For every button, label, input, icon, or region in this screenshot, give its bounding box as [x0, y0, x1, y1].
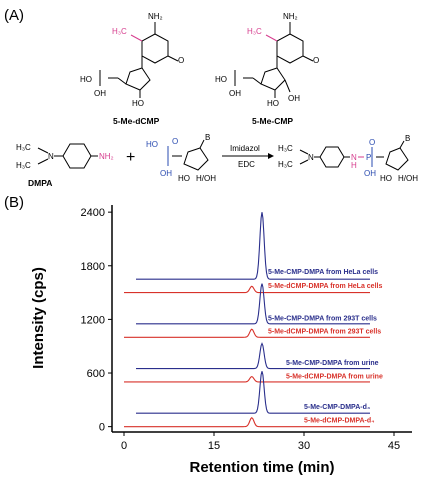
structure-nmp — [167, 139, 209, 171]
product-p-o: O — [369, 138, 375, 147]
nmp-ho: HO — [146, 140, 158, 149]
x-tick-label: 30 — [298, 440, 310, 452]
product-nh-h: H — [351, 161, 357, 170]
structure-5-me-cmp — [234, 22, 314, 98]
product-sugar-ho: HO — [380, 174, 392, 183]
dmpa-methyl-1: H₃C — [16, 143, 31, 152]
trace-label-8: 5-Me-dCMP-DMPA-d₄ — [304, 418, 374, 425]
structure-product — [299, 140, 409, 171]
y-tick-label: 0 — [99, 422, 105, 434]
product-n: N — [308, 153, 314, 162]
arrow-bottom-label: EDC — [238, 160, 255, 169]
methyl-label-1: H₃C — [112, 27, 127, 36]
plus-sign: + — [126, 149, 135, 166]
y-axis-title: Intensity (cps) — [30, 267, 47, 369]
x-axis-title: Retention time (min) — [190, 459, 335, 476]
reaction-arrowhead — [268, 153, 274, 159]
y-ticks: 0 600 1200 1800 2400 — [81, 207, 112, 434]
amine-label-1: NH₂ — [148, 12, 163, 21]
nmp-sugar-h-oh: H/OH — [196, 174, 216, 183]
trace-line-5 — [136, 342, 370, 370]
traces — [124, 212, 370, 428]
nmp-base: B — [205, 133, 210, 142]
trace-line-6 — [124, 375, 370, 383]
chromatogram-chart: 0 15 30 45 0 600 1200 1800 2400 5-Me-CMP-DMPA f… — [81, 205, 412, 452]
product-methyl-1: H₃C — [278, 144, 293, 153]
trace-labels: 5-Me-CMP-DMPA from HeLa cells 5-Me-dCMP-D… — [268, 269, 383, 425]
trace-line-7 — [136, 371, 370, 414]
trace-line-3 — [136, 283, 370, 325]
product-nh-n: N — [351, 153, 357, 162]
trace-label-1: 5-Me-CMP-DMPA from HeLa cells — [268, 269, 378, 276]
sugar-oh-1: HO — [132, 99, 144, 108]
x-tick-label: 45 — [388, 440, 400, 452]
x-tick-label: 0 — [121, 440, 127, 452]
nmp-oh: OH — [160, 169, 172, 178]
phosphate-ho-1: HO — [80, 75, 92, 84]
trace-label-6: 5-Me-dCMP-DMPA from urine — [286, 373, 383, 380]
trace-label-7: 5-Me-CMP-DMPA-d₄ — [304, 404, 370, 411]
sugar-oh-2: OH — [288, 94, 300, 103]
nmp-sugar-ho: HO — [178, 174, 190, 183]
product-p: P — [366, 153, 371, 162]
structure-dmpa — [37, 143, 98, 169]
y-tick-label: 1800 — [81, 261, 105, 273]
dmpa-n: N — [48, 152, 54, 161]
methyl-label-2: H₃C — [247, 27, 262, 36]
carbonyl-label-1: O — [178, 56, 184, 65]
panel-a-label: (A) — [4, 7, 24, 24]
carbonyl-label-2: O — [313, 56, 319, 65]
structure-5-me-dcmp — [99, 22, 179, 98]
nmp-o: O — [172, 137, 178, 146]
y-tick-label: 600 — [87, 368, 105, 380]
trace-line-1 — [136, 212, 370, 280]
sugar-ho-2: HO — [267, 99, 279, 108]
trace-label-2: 5-Me-dCMP-DMPA from HeLa cells — [268, 283, 382, 290]
dmpa-amine: NH₂ — [99, 152, 114, 161]
product-p-oh: OH — [364, 169, 376, 178]
trace-line-2 — [124, 285, 370, 294]
trace-label-3: 5-Me-CMP-DMPA from 293T cells — [268, 315, 377, 322]
x-ticks: 0 15 30 45 — [121, 432, 400, 452]
trace-label-5: 5-Me-CMP-DMPA from urine — [286, 360, 379, 367]
reagent-name: DMPA — [28, 178, 52, 188]
product-base: B — [405, 134, 410, 143]
arrow-top-label: Imidazol — [230, 144, 260, 153]
dmpa-methyl-2: H₃C — [16, 161, 31, 170]
y-tick-label: 1200 — [81, 314, 105, 326]
amine-label-2: NH₂ — [283, 12, 298, 21]
phosphate-ho-2: HO — [215, 75, 227, 84]
product-methyl-2: H₃C — [278, 160, 293, 169]
compound-name-1: 5-Me-dCMP — [113, 116, 160, 126]
compound-name-2: 5-Me-CMP — [252, 116, 293, 126]
phosphate-oh-2: OH — [229, 89, 241, 98]
trace-label-4: 5-Me-dCMP-DMPA from 293T cells — [268, 329, 381, 336]
product-sugar-h-oh: H/OH — [398, 174, 418, 183]
trace-line-8 — [124, 416, 370, 428]
trace-line-4 — [124, 328, 370, 338]
x-tick-label: 15 — [208, 440, 220, 452]
y-tick-label: 2400 — [81, 207, 105, 219]
phosphate-oh-1: OH — [94, 89, 106, 98]
panel-b-label: (B) — [4, 194, 24, 211]
